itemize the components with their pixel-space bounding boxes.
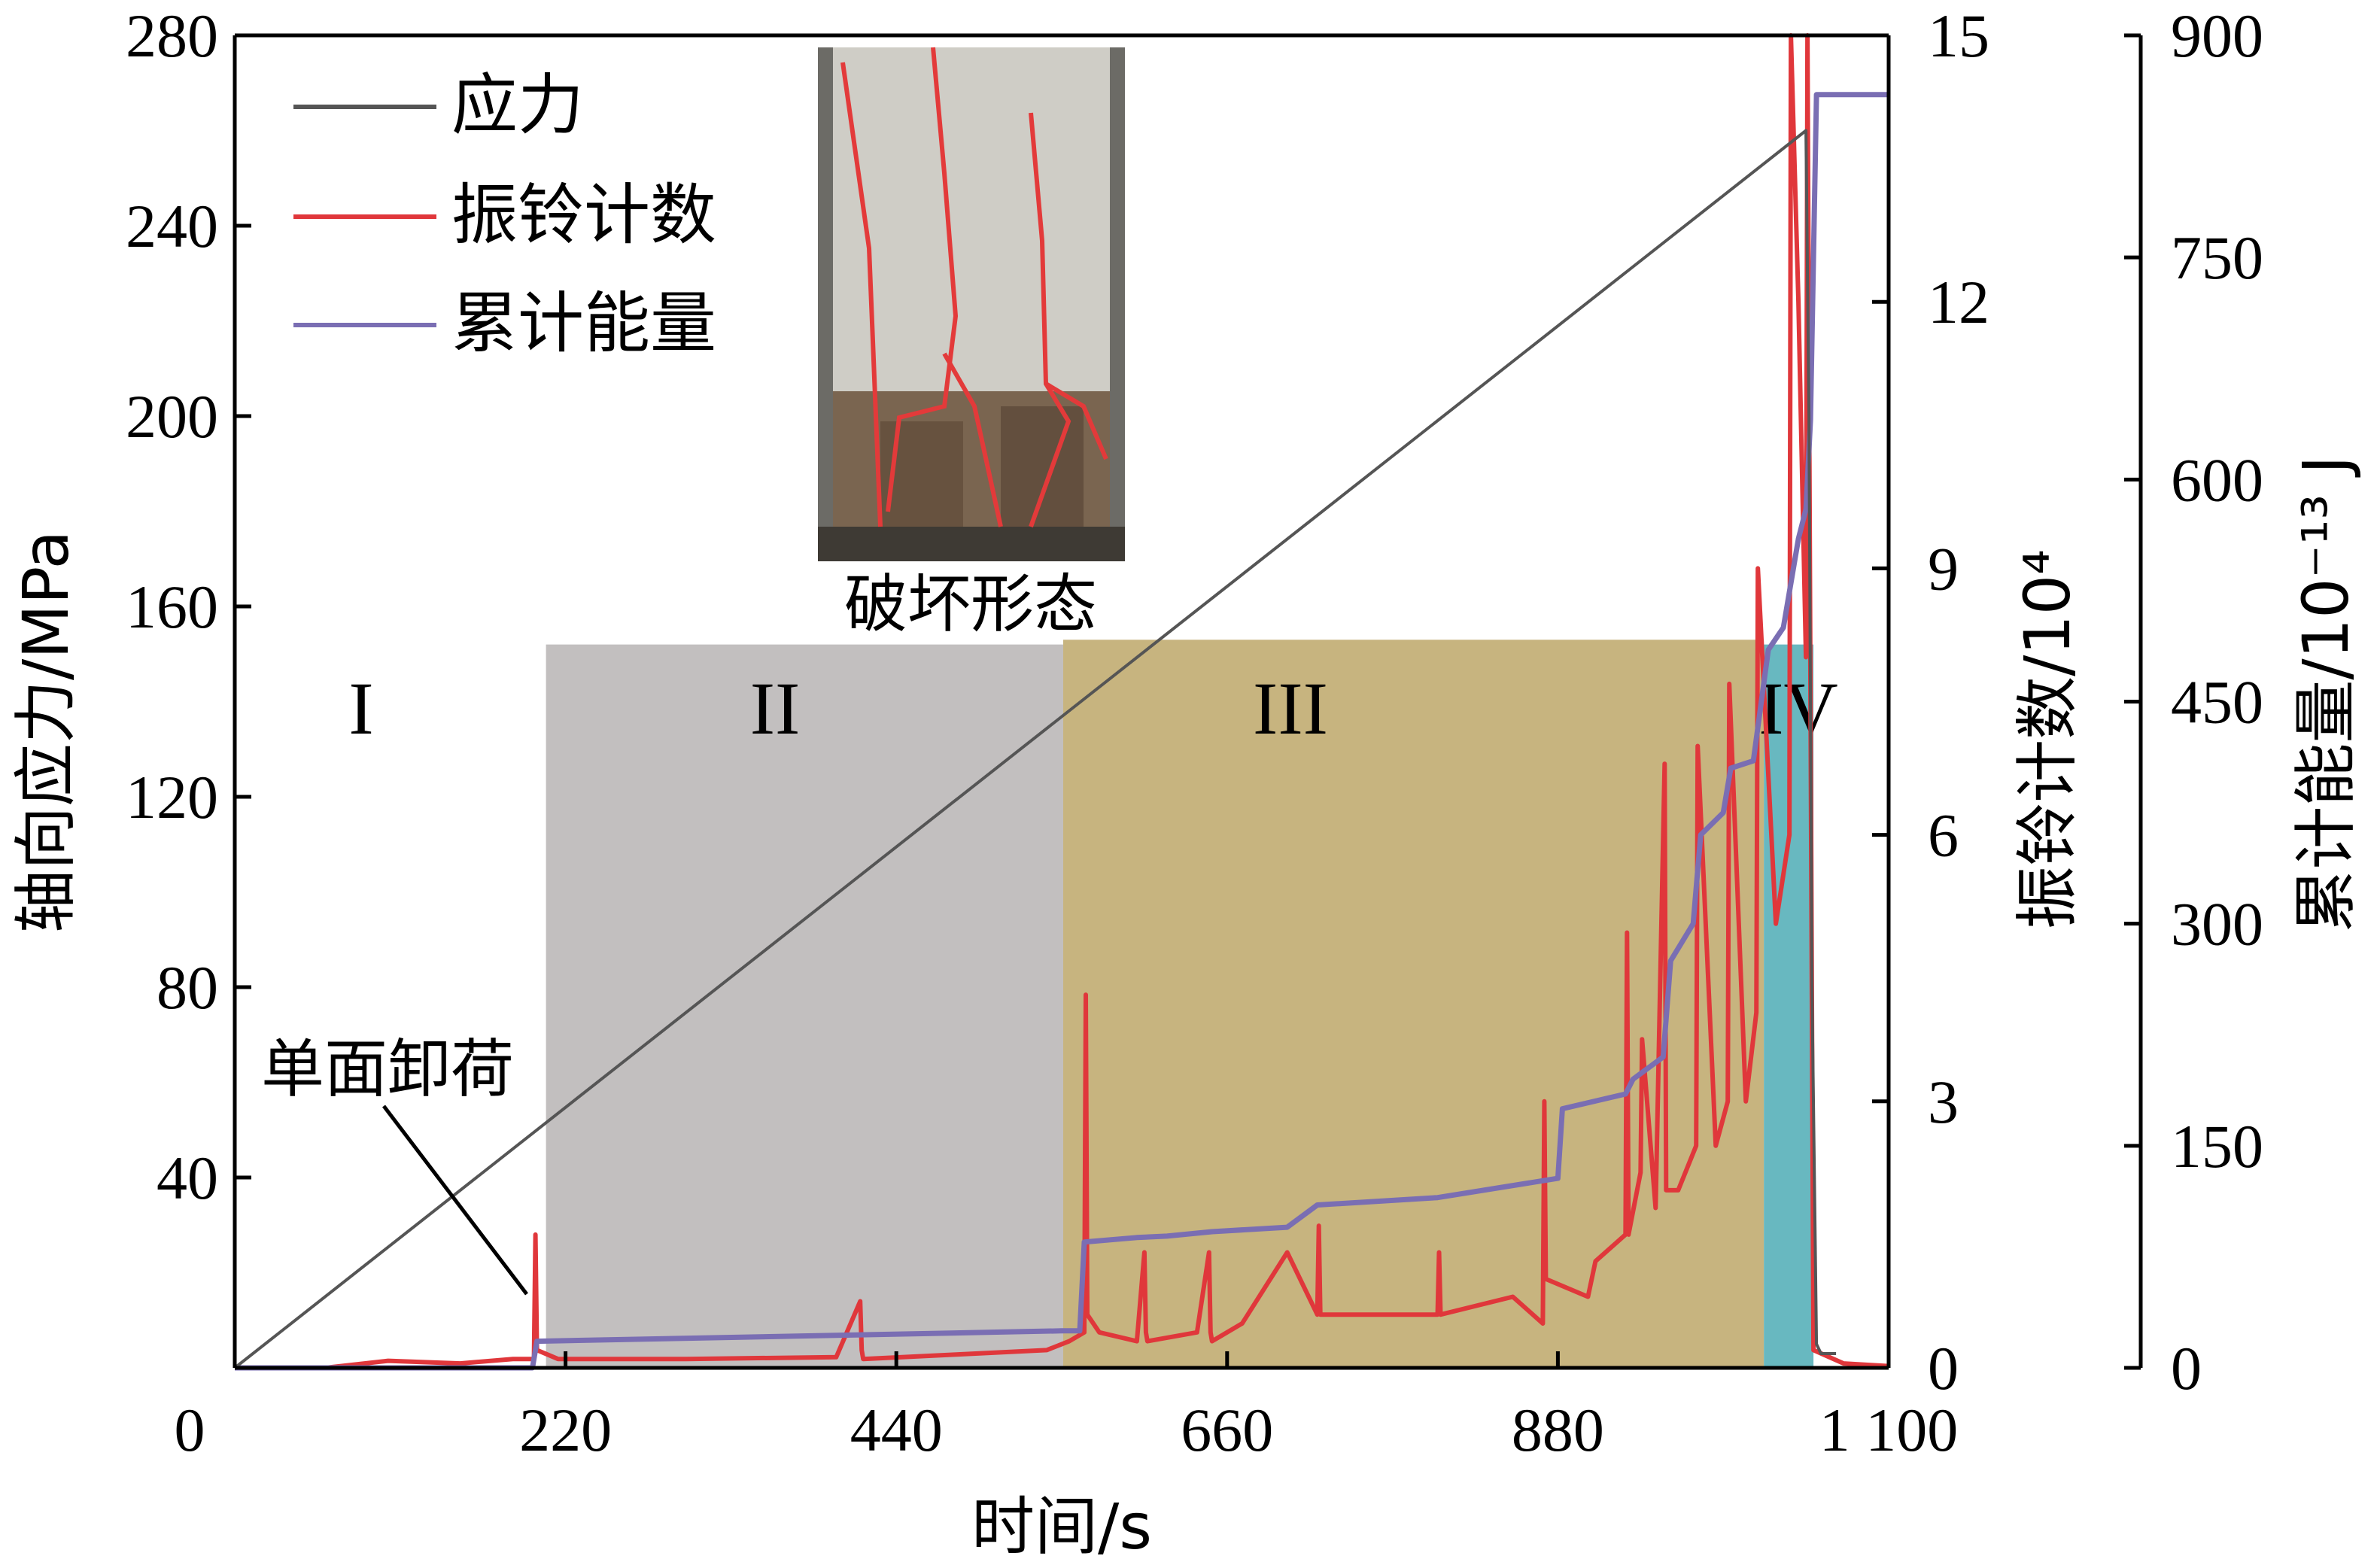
stage-label-2: II — [750, 667, 801, 750]
right2-tick-label: 600 — [2171, 445, 2263, 514]
right1-tick-label: 6 — [1928, 801, 1959, 870]
left-tick-label: 200 — [126, 382, 218, 451]
right1-axis-title: 振铃计数/10⁴ — [2011, 549, 2084, 929]
stage-label-1: I — [348, 667, 373, 750]
left-tick-label: 160 — [126, 573, 218, 641]
x-tick-label: 1 100 — [1819, 1396, 1959, 1464]
legend-label-ringdown: 振铃计数 — [451, 176, 716, 254]
failure-photo — [818, 47, 1125, 561]
left-axis-title: 轴向应力/MPa — [9, 530, 83, 933]
left-tick-label: 80 — [157, 953, 218, 1022]
photo-caption: 破坏形态 — [844, 567, 1097, 641]
right1-tick-label: 15 — [1928, 2, 1989, 70]
left-tick-label: 240 — [126, 192, 218, 260]
stage-2-region — [546, 644, 1063, 1368]
left-tick-label: 280 — [126, 2, 218, 70]
right1-tick-label: 0 — [1928, 1334, 1959, 1402]
stage-label-3: III — [1253, 667, 1328, 750]
right2-axis-title: 累计能量/10⁻¹³ J — [2289, 455, 2363, 932]
axes-group: 0 220 440 660 880 1 100时间/s408012016020024028… — [9, 2, 2363, 1563]
left-tick-label: 40 — [157, 1144, 218, 1212]
left-tick-label: 120 — [126, 763, 218, 831]
right2-tick-label: 750 — [2171, 223, 2263, 292]
annotations: 破坏形态 单面卸荷 — [261, 567, 1097, 1296]
legend: 应力 振铃计数 累计能量 — [293, 66, 716, 362]
x-tick-label: 880 — [1512, 1396, 1604, 1464]
unloading-annotation: 单面卸荷 — [261, 1032, 514, 1106]
legend-label-stress: 应力 — [451, 66, 584, 144]
series-line-left — [233, 129, 1837, 1369]
right2-tick-label: 450 — [2171, 668, 2263, 737]
series-line-right2 — [235, 92, 1889, 1371]
stage-label-4: IV — [1758, 667, 1838, 750]
x-tick-label: 440 — [850, 1396, 943, 1464]
right2-tick-label: 300 — [2171, 890, 2263, 959]
x-tick-label: 660 — [1181, 1396, 1273, 1464]
right1-tick-label: 12 — [1928, 268, 1989, 336]
stage-labels: I II III IV — [348, 667, 1837, 750]
series-group — [233, 33, 1889, 1371]
stage-3-region — [1062, 640, 1764, 1368]
series-line-right1 — [235, 33, 1889, 1370]
right1-tick-label: 3 — [1928, 1068, 1959, 1136]
right2-tick-label: 0 — [2171, 1334, 2202, 1402]
right2-tick-label: 900 — [2171, 2, 2263, 70]
x-tick-label: 0 — [175, 1396, 205, 1464]
x-tick-label: 220 — [519, 1396, 612, 1464]
stage-backgrounds — [546, 640, 1814, 1368]
unloading-leader-line — [382, 1105, 528, 1296]
right1-tick-label: 9 — [1928, 534, 1959, 603]
right2-tick-label: 150 — [2171, 1112, 2263, 1181]
legend-label-energy: 累计能量 — [451, 284, 716, 362]
x-axis-title: 时间/s — [971, 1490, 1152, 1563]
